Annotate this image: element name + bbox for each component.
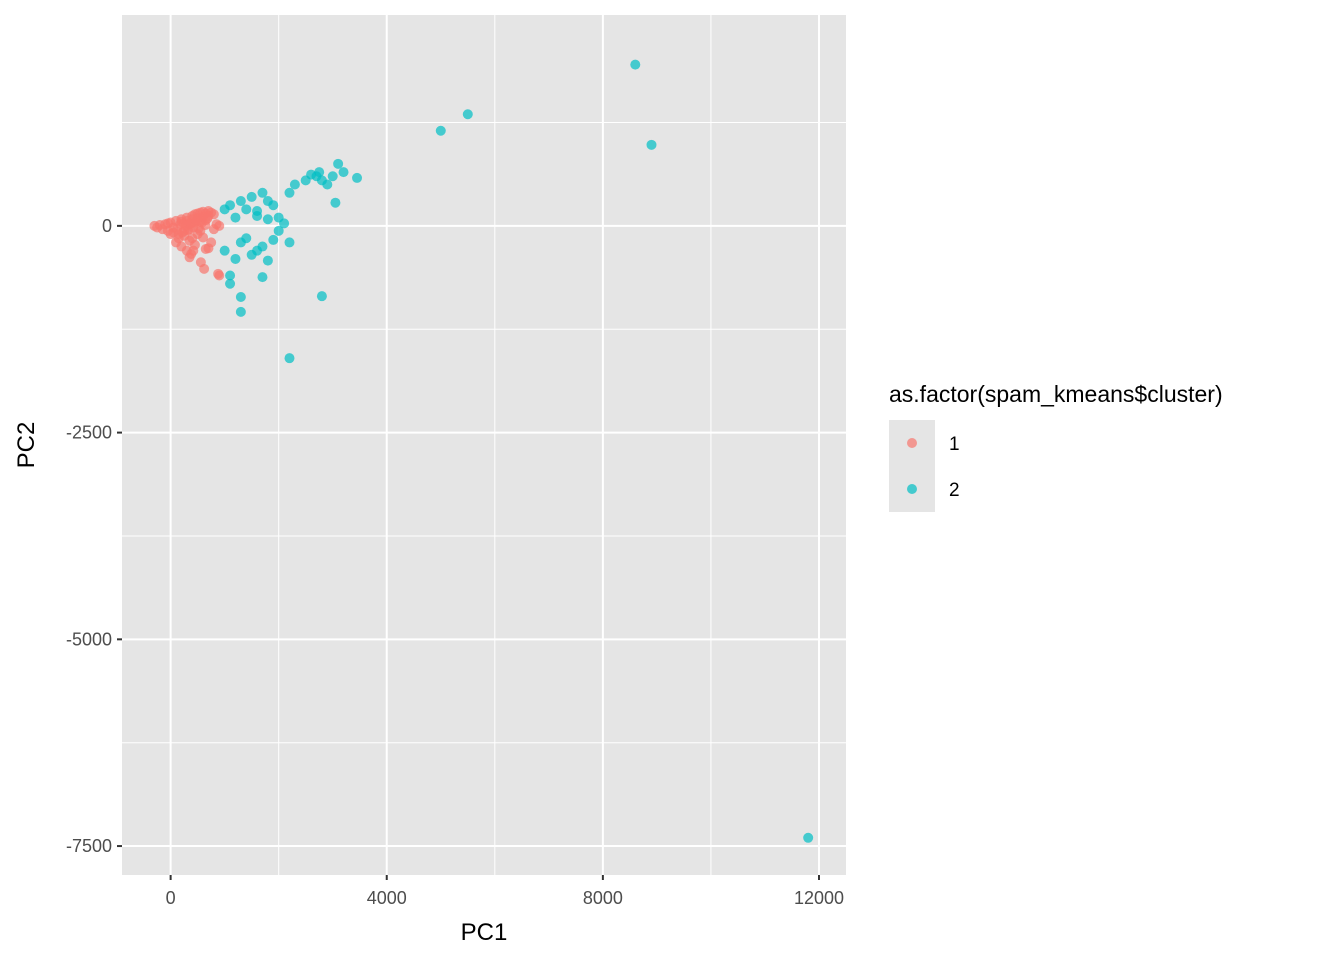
data-point	[225, 278, 236, 289]
data-point	[803, 832, 814, 843]
data-point	[330, 197, 341, 208]
y-axis-title: PC2	[13, 422, 40, 469]
y-tick-label: -5000	[66, 629, 112, 649]
series-1-points	[149, 205, 225, 281]
data-point	[327, 171, 338, 182]
data-point	[352, 172, 363, 183]
data-point	[206, 237, 217, 248]
data-point	[246, 191, 257, 202]
plot-panel	[122, 15, 846, 875]
data-point	[268, 200, 279, 211]
data-point	[435, 125, 446, 136]
data-point	[188, 245, 199, 256]
data-point	[284, 187, 295, 198]
data-point	[262, 255, 273, 266]
data-points	[149, 59, 814, 843]
data-point	[306, 169, 317, 180]
legend: as.factor(spam_kmeans$cluster) 12	[889, 381, 1223, 512]
x-tick-label: 8000	[583, 888, 623, 908]
y-tick-label: -7500	[66, 836, 112, 856]
data-point	[284, 353, 295, 364]
data-point	[630, 59, 641, 70]
y-tick-label: -2500	[66, 423, 112, 443]
data-point	[268, 234, 279, 245]
x-axis-ticks: 0 4000 8000 12000	[166, 875, 844, 908]
x-axis-title: PC1	[461, 919, 508, 946]
data-point	[284, 237, 295, 248]
legend-label: 1	[949, 434, 960, 455]
legend-keys: 12	[889, 420, 960, 512]
data-point	[322, 179, 333, 190]
data-point	[235, 306, 246, 317]
y-tick-label: 0	[102, 216, 112, 236]
data-point	[262, 214, 273, 225]
data-point	[257, 241, 268, 252]
x-tick-label: 12000	[794, 888, 844, 908]
series-2-points	[219, 59, 814, 843]
data-point	[213, 268, 224, 279]
data-point	[252, 210, 263, 221]
data-point	[198, 232, 209, 243]
data-point	[241, 233, 252, 244]
legend-label: 2	[949, 480, 960, 501]
data-point	[230, 212, 241, 223]
minor-gridlines	[122, 15, 846, 875]
data-point	[225, 270, 236, 281]
data-point	[162, 218, 173, 229]
data-point	[333, 158, 344, 169]
data-point	[214, 220, 225, 231]
y-axis-ticks: 0 -2500 -5000 -7500	[66, 216, 122, 856]
data-point	[199, 263, 210, 274]
data-point	[219, 245, 230, 256]
data-point	[646, 139, 657, 150]
data-point	[314, 167, 325, 178]
legend-key-point	[907, 438, 917, 448]
data-point	[279, 218, 290, 229]
data-point	[235, 196, 246, 207]
data-point	[289, 179, 300, 190]
legend-title: as.factor(spam_kmeans$cluster)	[889, 381, 1223, 407]
data-point	[230, 253, 241, 264]
data-point	[462, 109, 473, 120]
data-point	[202, 213, 213, 224]
data-point	[316, 291, 327, 302]
data-point	[241, 204, 252, 215]
data-point	[257, 272, 268, 283]
data-point	[273, 225, 284, 236]
major-gridlines	[122, 15, 846, 875]
x-tick-label: 4000	[367, 888, 407, 908]
data-point	[338, 167, 349, 178]
x-tick-label: 0	[166, 888, 176, 908]
data-point	[235, 291, 246, 302]
data-point	[257, 187, 268, 198]
data-point	[225, 200, 236, 211]
legend-key-point	[907, 484, 917, 494]
